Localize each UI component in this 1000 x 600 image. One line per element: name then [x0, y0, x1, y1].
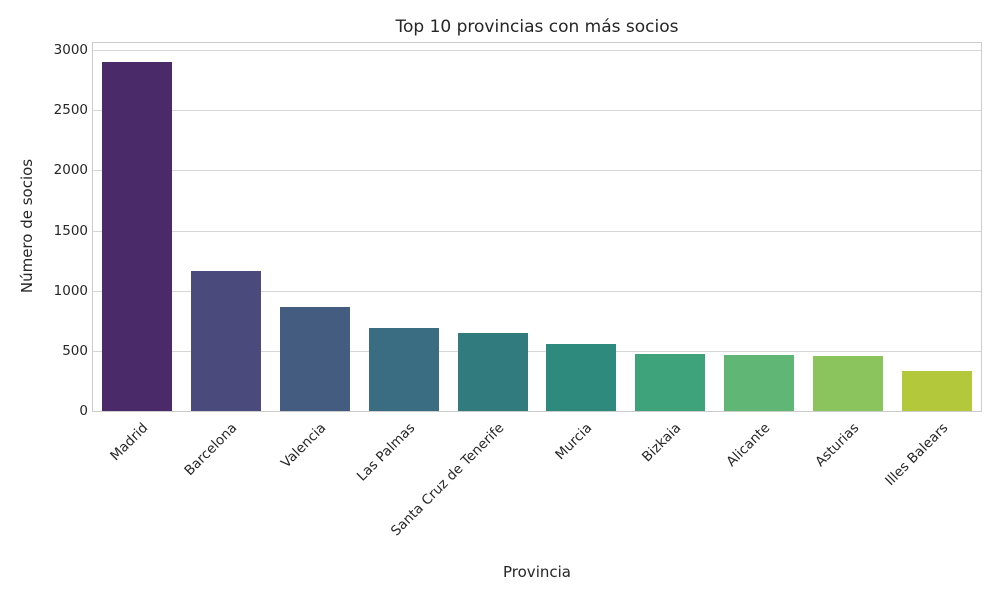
x-tick-label: Murcia — [552, 420, 596, 464]
gridline — [93, 350, 981, 352]
bar — [812, 355, 883, 411]
bar — [102, 62, 173, 411]
x-tick-label: Valencia — [278, 420, 330, 472]
gridline — [93, 290, 981, 292]
x-tick-label: Barcelona — [181, 420, 241, 479]
y-tick-label: 1000 — [53, 282, 88, 299]
x-axis-label: Provincia — [503, 563, 571, 581]
gridline — [93, 230, 981, 232]
bar — [901, 370, 972, 411]
y-tick-label: 3000 — [53, 42, 88, 59]
bar — [546, 344, 617, 411]
bar — [635, 353, 706, 411]
bar — [368, 328, 439, 411]
plot-area — [92, 42, 982, 412]
chart-title: Top 10 provincias con más socios — [395, 17, 679, 37]
y-tick-label: 0 — [79, 403, 88, 419]
gridline — [93, 50, 981, 52]
y-tick-label: 1500 — [53, 222, 88, 239]
bar — [279, 306, 351, 411]
y-tick-label: 500 — [62, 342, 88, 359]
x-tick-label: Alicante — [723, 420, 774, 470]
x-tick-label: Illes Balears — [881, 420, 951, 489]
y-tick-label: 2000 — [53, 162, 88, 179]
gridline — [93, 170, 981, 172]
gridline — [93, 110, 981, 112]
y-tick-label: 2500 — [53, 102, 88, 119]
x-tick-label: Bizkaia — [639, 420, 685, 466]
bar — [457, 333, 528, 411]
bar — [723, 355, 795, 411]
x-tick-label: Las Palmas — [353, 420, 419, 485]
bar — [191, 270, 262, 411]
x-tick-label: Madrid — [107, 420, 152, 465]
x-tick-label: Asturias — [812, 420, 863, 471]
y-axis-label: Número de socios — [18, 158, 36, 294]
